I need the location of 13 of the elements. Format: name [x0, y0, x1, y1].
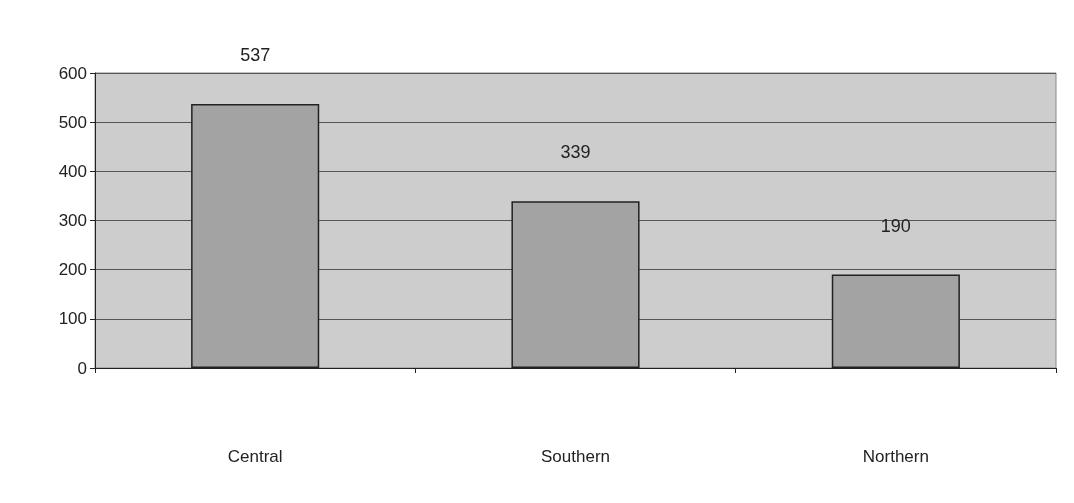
- y-tick-label: 300: [58, 211, 87, 230]
- y-tick-label: 600: [58, 63, 87, 83]
- y-tick-label: 100: [58, 309, 87, 329]
- y-tick-label: 0: [77, 358, 87, 378]
- y-tick-label: 400: [58, 161, 87, 181]
- data-label: 339: [560, 142, 591, 163]
- x-tick-label: Southern: [541, 447, 610, 466]
- data-label: 190: [880, 215, 911, 236]
- x-tick-label: Northern: [862, 447, 929, 466]
- y-tick-label: 500: [58, 112, 87, 132]
- x-tick-label: Central: [227, 447, 283, 466]
- y-tick-label: 200: [58, 260, 87, 280]
- data-label: 537: [240, 44, 271, 65]
